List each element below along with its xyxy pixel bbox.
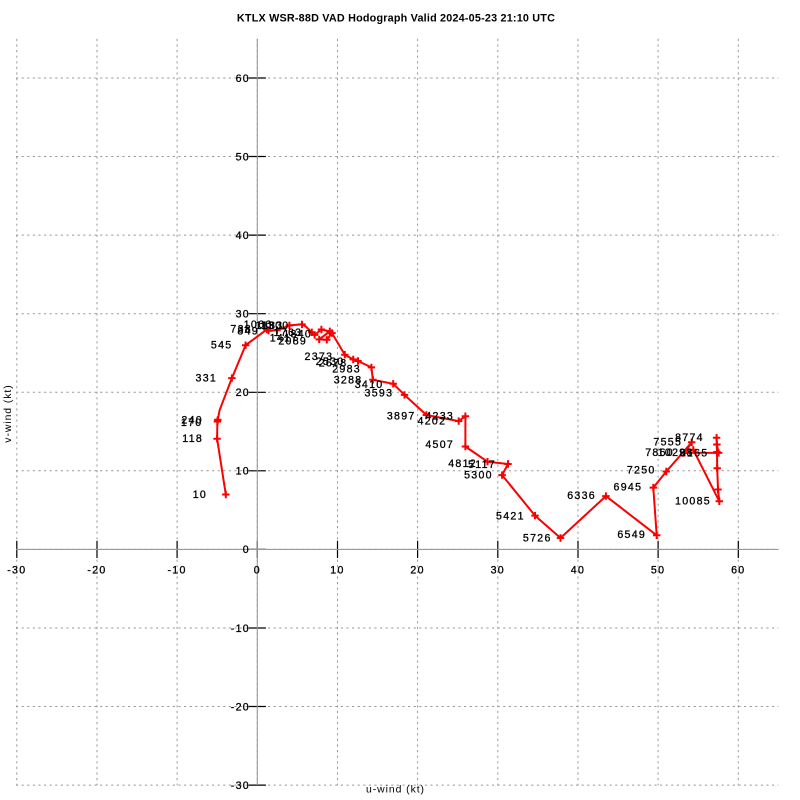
svg-text:10085: 10085 [675,495,711,507]
svg-text:8774: 8774 [675,432,704,444]
svg-text:240: 240 [181,414,203,426]
svg-text:60: 60 [731,565,745,577]
svg-text:u-wind (kt): u-wind (kt) [366,785,425,796]
svg-text:5726: 5726 [523,533,552,545]
svg-text:-10: -10 [231,623,250,635]
svg-text:20: 20 [236,387,250,399]
svg-text:KTLX WSR-88D VAD Hodograph Val: KTLX WSR-88D VAD Hodograph Valid 2024-05… [237,13,555,25]
svg-text:8165: 8165 [680,448,709,460]
svg-text:6945: 6945 [614,482,643,494]
svg-text:4233: 4233 [425,411,454,423]
svg-text:5117: 5117 [468,459,496,471]
svg-text:170: 170 [181,417,203,429]
svg-text:849: 849 [237,326,259,338]
svg-text:-20: -20 [87,565,106,577]
svg-text:1300: 1300 [261,320,290,332]
svg-text:-20: -20 [231,701,250,713]
svg-text:-30: -30 [7,565,26,577]
svg-text:3410: 3410 [355,379,384,391]
svg-text:3593: 3593 [365,387,394,399]
svg-text:40: 40 [236,230,250,242]
svg-text:738: 738 [230,324,252,336]
svg-text:1763: 1763 [274,327,303,339]
svg-text:-10: -10 [167,565,186,577]
svg-text:60: 60 [236,73,250,85]
svg-text:1183: 1183 [256,320,284,332]
svg-text:4507: 4507 [425,439,454,451]
svg-text:331: 331 [196,373,218,385]
svg-text:5421: 5421 [496,510,525,522]
svg-text:5300: 5300 [464,469,493,481]
svg-text:30: 30 [491,565,505,577]
svg-text:-30: -30 [231,780,250,792]
svg-text:10: 10 [236,466,250,478]
svg-text:6336: 6336 [567,490,596,502]
svg-text:20: 20 [410,565,424,577]
svg-text:7250: 7250 [627,464,656,476]
svg-text:30: 30 [236,309,250,321]
svg-text:3897: 3897 [387,410,416,422]
svg-text:40: 40 [571,565,585,577]
svg-text:0: 0 [243,544,250,556]
svg-text:118: 118 [182,433,203,445]
svg-text:2983: 2983 [332,364,361,376]
svg-text:7555: 7555 [653,437,682,449]
svg-text:1066: 1066 [244,319,273,331]
svg-text:10298: 10298 [658,447,694,459]
svg-text:50: 50 [651,565,665,577]
svg-text:2089: 2089 [278,335,307,347]
svg-text:v-wind (kt): v-wind (kt) [3,384,14,442]
svg-text:2678: 2678 [319,358,348,370]
svg-text:1840: 1840 [283,328,312,340]
svg-text:1417: 1417 [270,333,299,345]
svg-text:4202: 4202 [418,416,447,428]
svg-text:6549: 6549 [617,529,646,541]
svg-text:4812: 4812 [448,458,477,470]
svg-text:50: 50 [236,151,250,163]
svg-text:2530: 2530 [316,356,345,368]
svg-text:545: 545 [211,340,233,352]
svg-text:10: 10 [330,565,344,577]
svg-text:10: 10 [193,489,207,501]
svg-text:0: 0 [254,565,261,577]
svg-text:7860: 7860 [645,447,674,459]
svg-text:2373: 2373 [305,351,334,363]
svg-text:3288: 3288 [334,374,363,386]
